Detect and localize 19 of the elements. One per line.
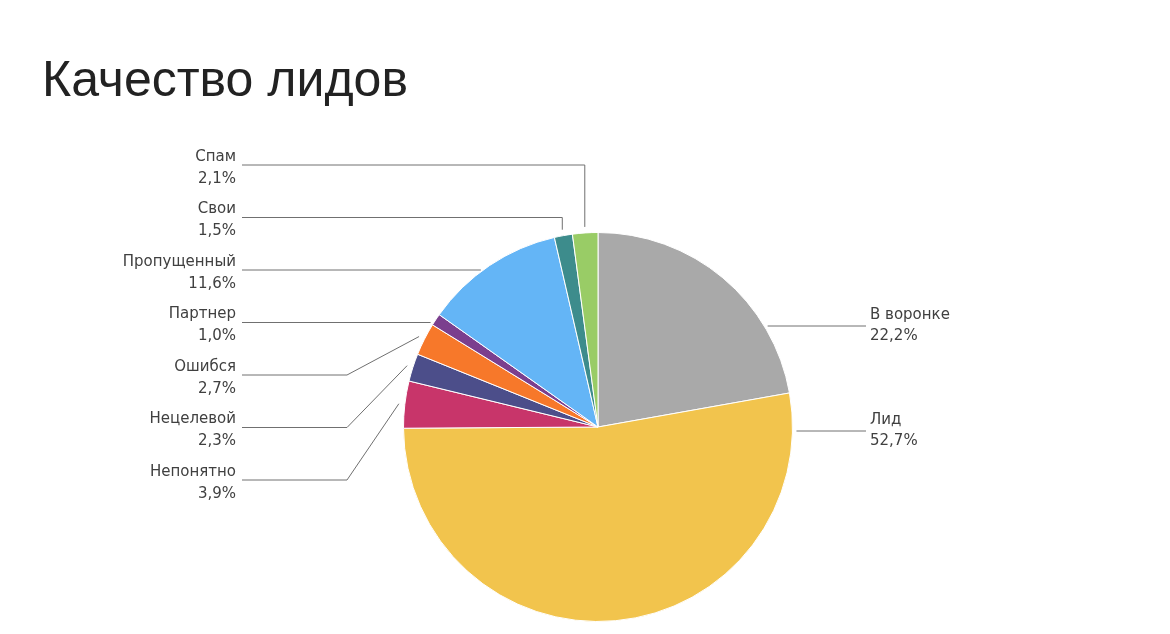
data-label: 2,1% [197,168,236,187]
data-label: 3,9% [197,483,236,502]
data-label: 22,2% [870,325,918,344]
slice-label: В воронке [870,304,950,323]
data-label: 11,6% [188,273,236,292]
slice-label: Свои [197,199,236,218]
slice-label: Спам [195,146,236,165]
chart-title: Качество лидов [42,51,408,107]
slice-label: Лид [870,409,902,428]
data-label: 1,5% [197,221,236,240]
slice-label: Непонятно [149,461,236,480]
data-label: 2,7% [197,378,236,397]
data-label: 2,3% [197,431,236,450]
data-label: 1,0% [197,326,236,345]
slice-label: Пропущенный [122,251,236,270]
slice-label: Нецелевой [149,409,236,428]
slice-label: Ошибся [174,356,236,375]
data-label: 52,7% [870,430,918,449]
slice-label: Партнер [168,304,236,323]
